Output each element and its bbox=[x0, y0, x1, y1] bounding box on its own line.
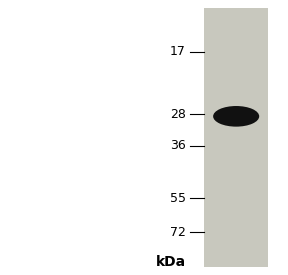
Text: 72: 72 bbox=[170, 226, 186, 239]
Text: kDa: kDa bbox=[156, 255, 186, 270]
Text: 55: 55 bbox=[170, 192, 186, 205]
Text: 36: 36 bbox=[170, 139, 186, 152]
Ellipse shape bbox=[213, 106, 259, 126]
Bar bbox=[204, 8, 268, 267]
Text: 28: 28 bbox=[170, 108, 186, 121]
Text: 17: 17 bbox=[170, 45, 186, 58]
